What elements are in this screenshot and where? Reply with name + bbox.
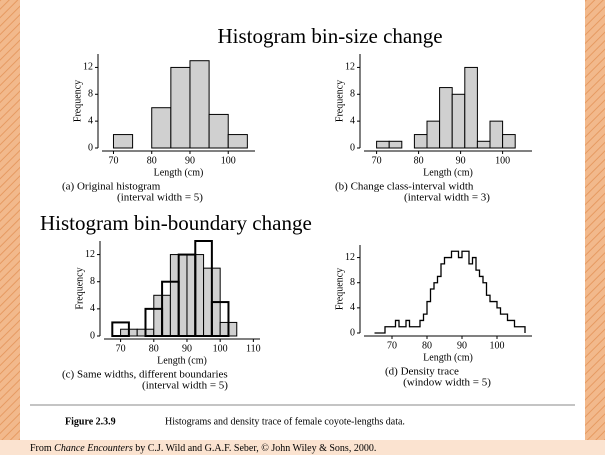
bar [189,60,210,149]
bar [111,321,130,337]
y-tick-label: 0 [88,142,93,153]
bar [464,66,478,149]
y-tick-label: 8 [90,276,95,287]
bar [112,134,134,149]
y-axis-label: Frequency [72,80,83,122]
x-tick-label: 70 [372,155,382,166]
y-tick-label: 12 [83,62,93,73]
bar [227,134,248,149]
x-tick-label: 100 [213,343,228,354]
y-tick-label: 8 [88,89,93,100]
x-tick-label: 90 [456,155,466,166]
x-tick-label: 80 [414,155,424,166]
subcaption: (window width = 5) [403,377,491,389]
bar [489,120,504,149]
y-tick-label: 0 [350,327,355,338]
x-tick-label: 70 [108,155,118,166]
footer-part: From [30,443,54,454]
y-tick-label: 8 [350,277,355,288]
content-panel [20,0,585,440]
bar [451,93,466,149]
footer-part: Chance Encounters [54,443,133,454]
bar [376,140,390,149]
x-axis-label: Length (cm) [157,355,207,366]
subcaption: (interval width = 5) [117,192,203,204]
y-tick-label: 12 [345,252,355,263]
x-tick-label: 100 [495,155,510,166]
x-tick-label: 90 [457,340,467,351]
bar [194,240,213,337]
x-axis-label: Length (cm) [154,167,204,178]
y-tick-label: 12 [85,249,95,260]
title: Histogram bin-boundary change [40,211,312,235]
bar [502,134,516,149]
footer-part: by C.J. Wild and G.A.F. Seber, © John Wi… [133,443,377,454]
x-tick-label: 80 [422,340,432,351]
y-tick-label: 12 [345,62,355,73]
bar [170,66,191,149]
caption: (b) Change class-interval width [335,181,474,193]
bar [476,140,491,149]
y-tick-label: 0 [350,142,355,153]
bar [388,140,403,149]
title: Histogram bin-size change [217,24,442,48]
x-axis-label: Length (cm) [423,167,473,178]
subcaption: (interval width = 3) [404,192,490,204]
bar [208,113,229,149]
caption: (d) Density trace [385,366,459,378]
x-tick-label: 70 [116,343,126,354]
x-axis-label: Length (cm) [423,352,473,363]
bar [210,301,230,338]
x-tick-label: 100 [221,155,236,166]
y-tick-label: 4 [88,115,93,126]
y-tick-label: 4 [350,115,355,126]
footer-bar [0,440,605,455]
x-tick-label: 100 [490,340,505,351]
footer: From Chance Encounters by C.J. Wild and … [30,443,376,454]
figure-label: Figure 2.3.9 [65,416,116,427]
bar [426,120,441,149]
x-tick-label: 70 [387,340,397,351]
figure-caption: Histograms and density trace of female c… [165,416,405,427]
subcaption: (interval width = 5) [142,380,228,392]
y-axis-label: Frequency [334,268,345,310]
bar [413,134,428,149]
x-tick-label: 90 [185,155,195,166]
caption: (a) Original histogram [62,181,161,193]
y-tick-label: 0 [90,330,95,341]
x-tick-label: 80 [147,155,157,166]
x-tick-label: 110 [246,343,261,354]
bar [151,107,172,149]
density-trace [374,250,526,334]
x-tick-label: 80 [149,343,159,354]
y-axis-label: Frequency [334,80,345,122]
y-tick-label: 4 [90,303,95,314]
x-tick-label: 90 [182,343,192,354]
y-axis-label: Frequency [74,267,85,309]
bar [439,87,453,149]
caption: (c) Same widths, different boundaries [62,369,228,381]
y-tick-label: 4 [350,302,355,313]
y-tick-label: 8 [350,89,355,100]
